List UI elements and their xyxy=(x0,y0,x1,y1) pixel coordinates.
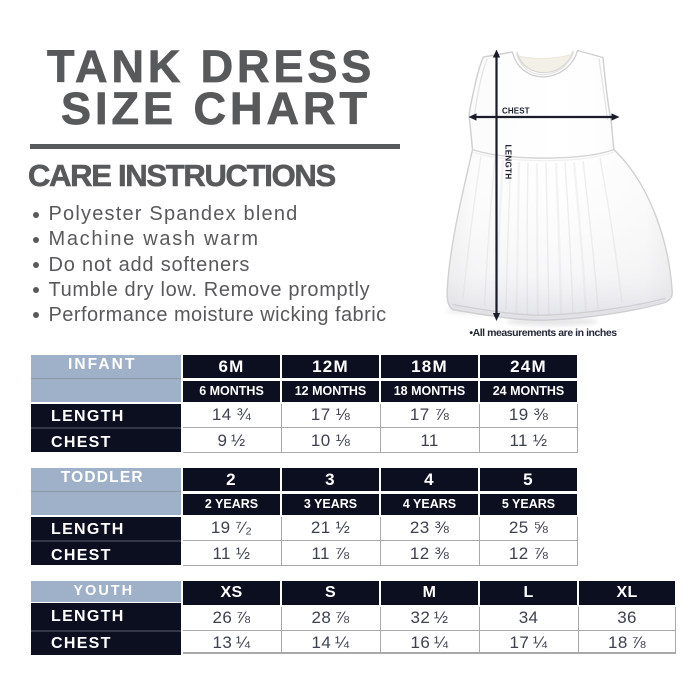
svg-text:CHEST: CHEST xyxy=(502,107,530,116)
svg-text:LENGTH: LENGTH xyxy=(504,145,513,180)
